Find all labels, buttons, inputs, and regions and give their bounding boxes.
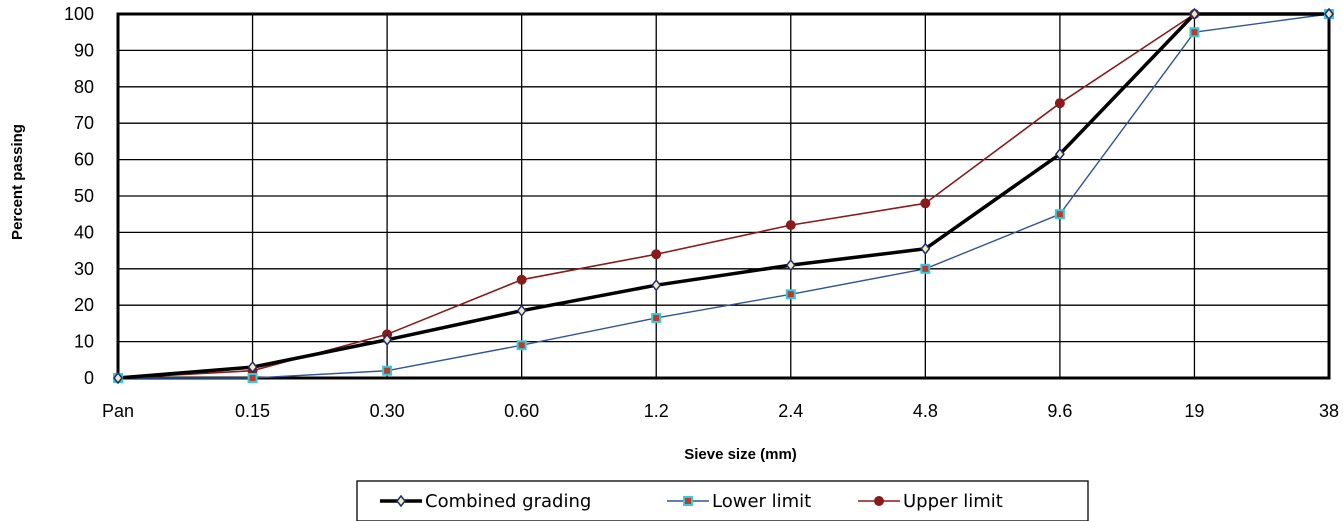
x-tick-label: 9.6 <box>1047 401 1072 421</box>
data-point <box>382 333 393 346</box>
plot-border <box>116 12 1331 380</box>
x-tick-label: 19 <box>1184 401 1204 421</box>
data-point <box>920 242 931 255</box>
y-tick-label: 30 <box>74 259 94 279</box>
data-point <box>247 373 258 383</box>
y-tick-label: 40 <box>74 222 94 242</box>
y-tick-label: 60 <box>74 150 94 170</box>
legend-label: Upper limit <box>903 491 1003 512</box>
data-point <box>1189 27 1200 38</box>
y-tick-label: 80 <box>74 77 94 97</box>
series-line <box>118 13 1330 379</box>
x-axis-title: Sieve size (mm) <box>684 446 797 463</box>
data-point <box>785 220 796 231</box>
series-line <box>117 12 1329 380</box>
data-point <box>382 365 393 376</box>
data-point <box>1189 7 1200 21</box>
data-point <box>516 274 527 285</box>
data-point <box>1054 98 1065 109</box>
legend-marker <box>396 494 406 508</box>
y-tick-label: 70 <box>74 113 94 133</box>
x-tick-label: 0.30 <box>370 401 405 421</box>
x-tick-label: 0.15 <box>235 401 270 421</box>
y-tick-label: 100 <box>64 4 94 24</box>
x-tick-label: 4.8 <box>913 401 938 421</box>
data-point <box>1054 209 1065 220</box>
data-point <box>516 304 527 317</box>
x-tick-label: 0.60 <box>504 401 539 421</box>
y-tick-label: 50 <box>74 186 94 206</box>
legend-label: Combined grading <box>425 491 591 512</box>
data-point <box>920 263 931 274</box>
x-tick-label: 38 <box>1319 401 1339 421</box>
data-point <box>920 198 931 209</box>
y-tick-label: 20 <box>74 295 94 315</box>
data-point <box>651 312 662 323</box>
y-axis-title: Percent passing <box>9 124 26 240</box>
data-point <box>113 371 123 385</box>
legend <box>356 480 1089 521</box>
data-point <box>785 289 796 300</box>
data-point <box>651 249 662 260</box>
data-point <box>1324 7 1334 21</box>
x-tick-label: Pan <box>102 401 134 421</box>
data-point <box>1054 147 1065 161</box>
data-point <box>651 278 662 292</box>
legend-marker <box>874 496 884 506</box>
x-tick-label: 2.4 <box>778 401 803 421</box>
y-tick-label: 10 <box>74 332 94 352</box>
data-point <box>247 360 258 374</box>
y-tick-label: 90 <box>74 40 94 60</box>
x-tick-label: 1.2 <box>644 401 669 421</box>
data-point <box>516 340 527 351</box>
y-tick-label: 0 <box>84 368 94 388</box>
data-point <box>785 258 796 272</box>
legend-marker <box>683 496 693 506</box>
legend-label: Lower limit <box>712 491 811 512</box>
